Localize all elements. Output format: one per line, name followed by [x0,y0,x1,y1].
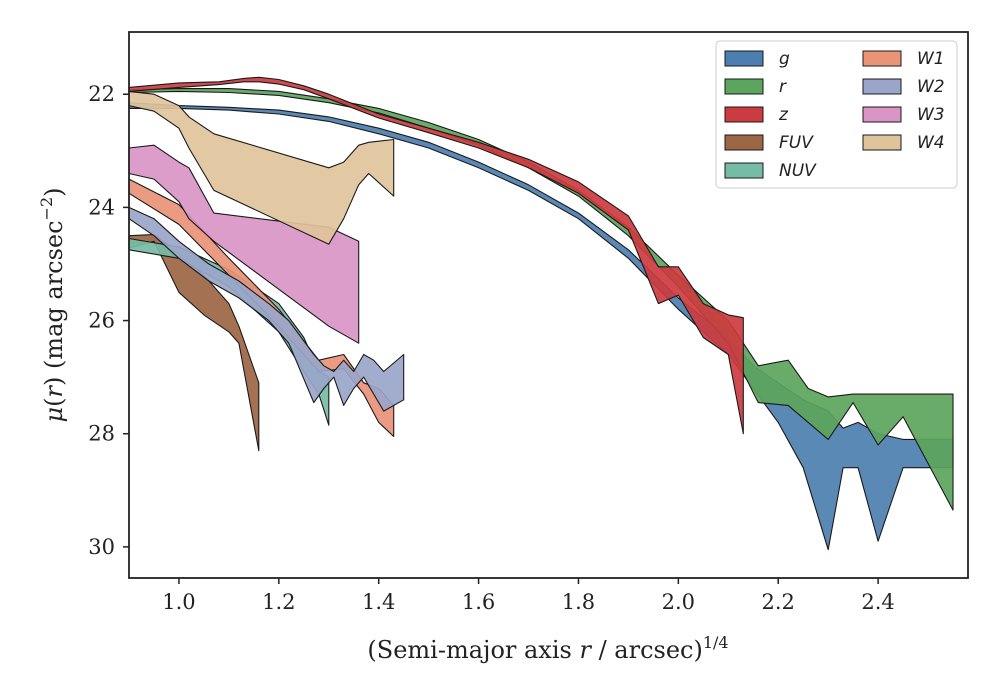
y-tick-label: 26 [88,309,115,333]
legend-label-w2: W2 [917,77,945,97]
series-band-z [128,76,744,435]
legend-label-w3: W3 [917,105,945,125]
y-tick-label: 28 [88,422,115,446]
legend-label-fuv: FUV [779,133,814,153]
y-tick-label: 22 [88,82,115,106]
legend-label-g: g [779,49,790,69]
y-tick-label: 30 [88,535,115,559]
y-axis: 22 24 26 28 30 [88,82,129,559]
x-tick-label: 1.0 [162,590,195,614]
legend-swatch-z [724,106,764,123]
series-band-w3 [128,144,360,344]
legend-label-w1: W1 [917,49,945,69]
x-tick-label: 2.4 [861,590,894,614]
legend-swatch-w4 [862,134,902,151]
legend-frame [715,40,958,189]
legend-label-z: z [778,105,789,125]
legend-swatch-w2 [862,78,902,95]
series-band-w2 [128,206,405,412]
legend-swatch-g [724,50,764,67]
x-tick-label: 2.2 [762,590,795,614]
legend-swatch-r [724,78,764,95]
x-tick-label: 1.2 [262,590,295,614]
x-axis: 1.0 1.2 1.4 1.6 1.8 2.0 2.2 2.4 [162,578,895,614]
y-axis-label: μ(r) (mag arcsec−2) [37,187,68,422]
legend-swatch-nuv [724,162,764,179]
legend-label-w4: W4 [917,133,945,153]
x-axis-label: (Semi-major axis r / arcsec)1/4 [367,633,728,664]
series-layer [128,76,954,551]
plot-frame [128,31,969,579]
legend-label-r: r [779,77,787,97]
legend-swatch-fuv [724,134,764,151]
x-tick-label: 1.6 [462,590,495,614]
legend-swatch-w3 [862,106,902,123]
legend-label-nuv: NUV [779,161,817,181]
legend: grz FUV NUV W1 W2 W3 W4 [715,40,958,189]
series-band-w4 [128,90,395,245]
y-tick-label: 24 [88,195,115,219]
legend-swatch-w1 [862,50,902,67]
x-tick-label: 1.8 [562,590,595,614]
x-tick-label: 2.0 [662,590,695,614]
x-tick-label: 1.4 [362,590,395,614]
